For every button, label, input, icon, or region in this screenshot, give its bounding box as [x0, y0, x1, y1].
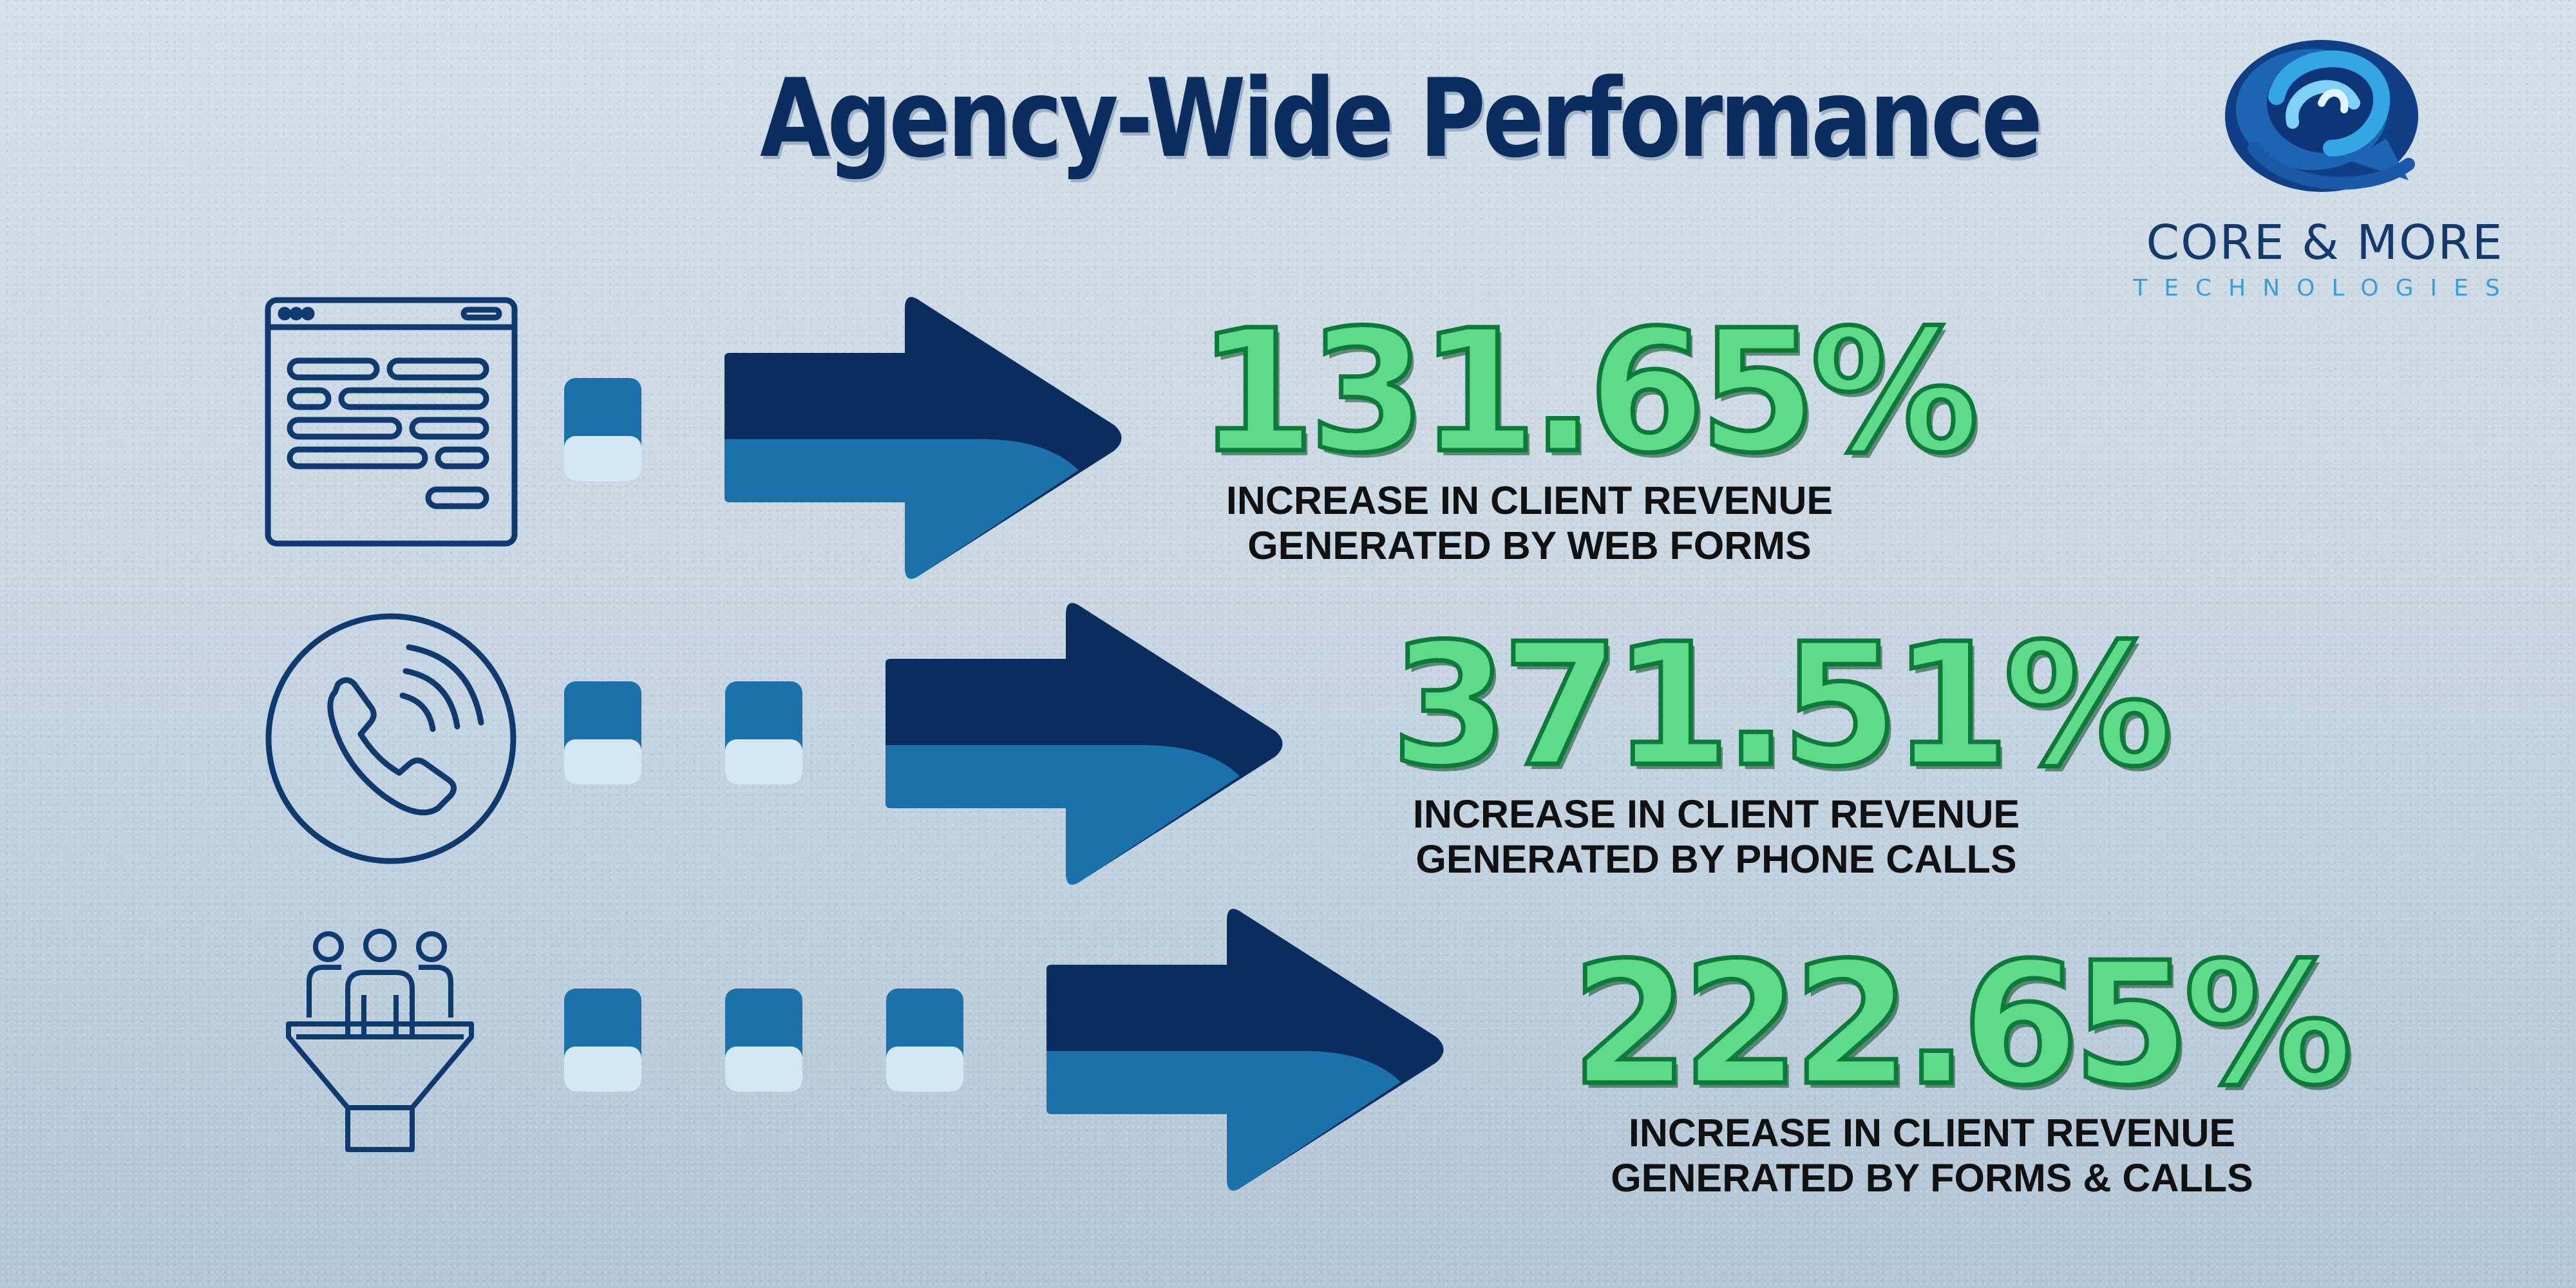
arrow-right-icon	[886, 603, 1283, 885]
phone-call-icon	[265, 613, 516, 864]
stat-value: 131.65%	[1196, 294, 1982, 490]
step-block	[564, 378, 641, 481]
logo-tagline: TECHNOLOGIES	[2133, 275, 2517, 301]
stat-label-line1: INCREASE IN CLIENT REVENUE	[1628, 1111, 2236, 1155]
stat-label-line1: INCREASE IN CLIENT REVENUE	[1412, 792, 2020, 836]
people-funnel-icon	[286, 929, 474, 1152]
stat-label-line2: GENERATED BY WEB FORMS	[1247, 524, 1812, 567]
stat-label-line2: GENERATED BY PHONE CALLS	[1416, 837, 2017, 881]
page-title: Agency-Wide Performance	[760, 55, 2043, 182]
logo-name: CORE & MORE	[2146, 215, 2504, 270]
step-block	[725, 989, 802, 1092]
arrow-right-icon	[724, 297, 1122, 579]
step-block	[725, 681, 802, 784]
arrow-right-icon	[1046, 909, 1444, 1191]
stat-forms-and-calls: 222.65% INCREASE IN CLIENT REVENUE GENER…	[1569, 926, 2356, 1200]
stat-value: 371.51%	[1389, 607, 2175, 804]
stat-label-line1: INCREASE IN CLIENT REVENUE	[1226, 478, 1833, 522]
logo-swirl-icon	[2225, 40, 2418, 192]
stat-label-line2: GENERATED BY FORMS & CALLS	[1611, 1156, 2253, 1200]
step-block	[564, 681, 641, 784]
stat-web-forms: 131.65% INCREASE IN CLIENT REVENUE GENER…	[1196, 294, 1982, 567]
step-block	[886, 989, 963, 1092]
stat-value: 222.65%	[1569, 926, 2356, 1122]
web-form-icon	[265, 297, 518, 547]
company-logo: CORE & MORE TECHNOLOGIES	[2099, 26, 2550, 309]
step-block	[564, 989, 641, 1092]
stat-phone-calls: 371.51% INCREASE IN CLIENT REVENUE GENER…	[1389, 607, 2175, 881]
